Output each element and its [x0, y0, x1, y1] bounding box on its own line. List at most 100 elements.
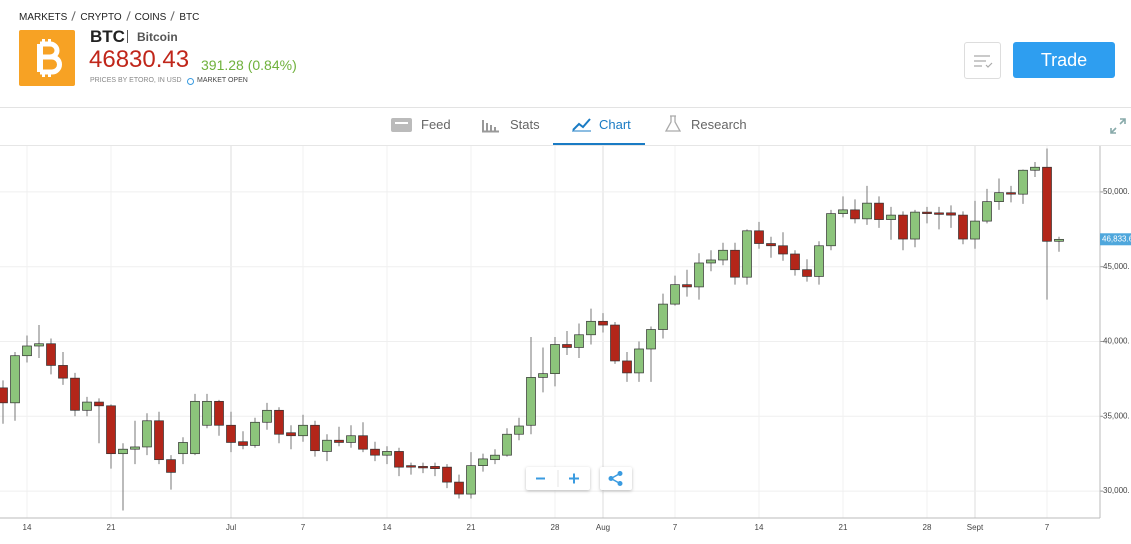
zoom-in[interactable] [569, 473, 579, 484]
candle-body [514, 425, 524, 435]
icon [391, 118, 412, 132]
watchlist-icon [974, 55, 993, 68]
candle-body [646, 329, 656, 350]
price: 46830.43 [89, 46, 190, 73]
candle-body [334, 439, 344, 443]
x-tick-label: 7 [301, 523, 306, 532]
candle-body [190, 400, 200, 455]
candle-body [10, 355, 20, 404]
candle-body [382, 451, 392, 456]
candle-body [394, 451, 404, 468]
candle-body [454, 481, 464, 495]
breadcrumb-link[interactable]: MARKETS [19, 12, 68, 23]
chart-icon [572, 118, 591, 132]
candle-body [946, 212, 956, 216]
logo-glyph [42, 39, 45, 45]
candle-body [754, 230, 764, 244]
candle-body [706, 259, 716, 264]
candle-body [838, 209, 848, 214]
candle-body [46, 343, 56, 366]
expand-button[interactable] [1109, 117, 1127, 135]
x-tick-label: 21 [839, 523, 848, 532]
candle-body [886, 214, 896, 220]
y-tick-label: 35,000. [1103, 411, 1130, 420]
x-tick-label: 21 [467, 523, 476, 532]
candle-body [1042, 166, 1052, 242]
candle-body [370, 448, 380, 456]
instrument-name: Bitcoin [137, 30, 178, 44]
candle-body [274, 409, 284, 435]
candle-body [898, 214, 908, 240]
candle-body [790, 253, 800, 271]
icon [617, 471, 623, 476]
candle-body [226, 424, 236, 443]
icon [482, 120, 499, 133]
icon [617, 481, 623, 486]
candle-body [538, 373, 548, 378]
separator [125, 11, 131, 21]
x-tick-label: 14 [23, 523, 32, 532]
icon [572, 118, 591, 131]
candle-body [994, 192, 1004, 202]
market-status: MARKET OPEN [197, 77, 248, 84]
x-tick-label: 28 [551, 523, 560, 532]
candle-body [478, 458, 488, 466]
last-price-tag [1100, 233, 1131, 246]
candle-body [850, 209, 860, 220]
tab-active[interactable]: Chart [599, 117, 631, 132]
candle-body [742, 230, 752, 278]
candle-body [262, 409, 272, 423]
candle-body [562, 344, 572, 348]
candle-body [502, 433, 512, 456]
candle-body [1054, 238, 1064, 242]
candle-body [622, 360, 632, 374]
candle-body [598, 320, 608, 326]
candle-body [982, 201, 992, 222]
tab[interactable]: Stats [510, 117, 540, 132]
last-price-label: 46,833.6 [1102, 234, 1131, 243]
candle-body [550, 344, 560, 375]
candle-body [658, 303, 668, 330]
candle-body [202, 400, 212, 426]
tab[interactable]: Research [691, 117, 747, 132]
logo-glyph [48, 39, 51, 45]
price-source: PRICES BY ETORO, IN USD [90, 77, 182, 84]
candle-body [58, 365, 68, 379]
candle-body [910, 211, 920, 240]
chart: 14 21 Jul 7 14 21 28 Aug 7 14 21 28 Sept 7 30,000. 35,0… [0, 146, 1131, 532]
candle-body [1006, 192, 1016, 195]
candle-body [826, 213, 836, 247]
candle-body [406, 465, 416, 468]
breadcrumb-link[interactable]: CRYPTO [80, 12, 122, 23]
candle-body [250, 421, 260, 446]
x-tick-label: Jul [226, 523, 236, 532]
candle-body [310, 424, 320, 452]
y-tick-label: 40,000. [1103, 337, 1130, 346]
breadcrumb-link[interactable]: COINS [134, 12, 167, 23]
stats-icon [482, 120, 499, 133]
candle-body [574, 334, 584, 348]
candle-body [358, 435, 368, 450]
coin-logo [19, 30, 75, 86]
divider [127, 30, 128, 43]
share-button[interactable] [600, 467, 632, 490]
candle-body [670, 284, 680, 305]
icon [395, 122, 408, 124]
trade-button[interactable]: Trade [1013, 42, 1115, 78]
candle-body [442, 466, 452, 483]
tab[interactable]: Feed [421, 117, 451, 132]
x-tick-label: 28 [923, 523, 932, 532]
candle-body [526, 377, 536, 426]
x-tick-label: 14 [755, 523, 764, 532]
y-tick-label: 50,000. [1103, 187, 1130, 196]
candle-body [610, 324, 620, 362]
watchlist-button[interactable] [964, 42, 1001, 79]
separator [170, 11, 176, 21]
icon [664, 115, 682, 132]
candle-body [82, 401, 92, 411]
divider [0, 145, 1131, 146]
candle-body [466, 465, 476, 495]
zoom-controls [526, 467, 590, 490]
feed-icon [391, 118, 412, 132]
